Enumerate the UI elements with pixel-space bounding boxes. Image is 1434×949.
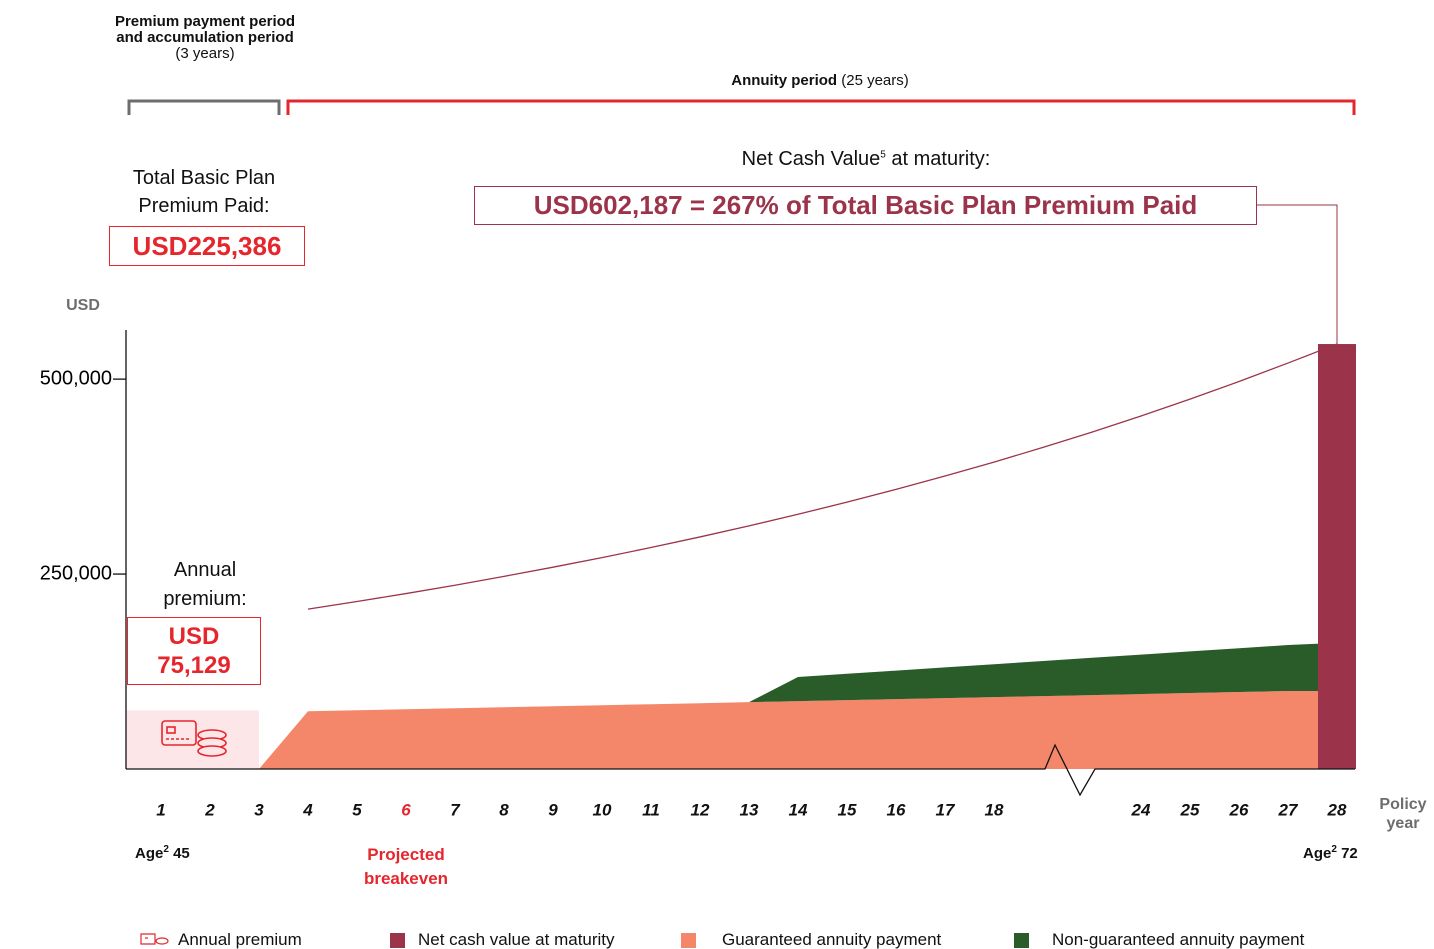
area — [749, 642, 1337, 703]
x-tick-label: 13 — [740, 800, 759, 819]
coin — [197, 745, 227, 757]
annual-premium-currency: USD — [168, 623, 220, 650]
x-tick-label: 12 — [691, 800, 710, 819]
footnote: 2 — [1331, 844, 1337, 855]
period-bold: Premium payment period and accumulation … — [114, 13, 296, 46]
age-label: Age2 45 — [135, 844, 190, 862]
legend-icon — [155, 937, 169, 945]
age-text: Age — [1303, 845, 1332, 862]
x-tick-label: 24 — [1131, 800, 1151, 819]
legend-item: Annual premium — [178, 930, 302, 949]
premium-bar — [126, 710, 186, 769]
x-tick-label: 2 — [204, 800, 215, 819]
age-value: 72 — [1341, 845, 1358, 862]
curve — [307, 343, 1338, 610]
x-tick-label: 18 — [985, 800, 1004, 819]
footnote: 5 — [880, 149, 886, 161]
period-normal: (3 years) — [175, 45, 235, 62]
annual-premium-value: 75,129 — [157, 652, 231, 679]
x-tick-label: 15 — [838, 800, 857, 819]
period-label: Premium payment period and accumulation … — [110, 14, 300, 62]
x-tick-label: 4 — [302, 800, 313, 819]
x-tick-label: 25 — [1180, 800, 1200, 819]
total-premium-value: USD225,386 — [109, 226, 305, 266]
x-tick-label: 8 — [499, 800, 509, 819]
connector — [1256, 204, 1338, 344]
x-tick-label: 16 — [887, 800, 906, 819]
breakeven-label: Projected breakeven — [363, 845, 449, 888]
footnote: 2 — [163, 844, 169, 855]
chip — [166, 726, 176, 734]
area — [259, 691, 1337, 769]
age-label: Age2 72 — [1303, 844, 1358, 862]
age-value: 45 — [173, 845, 190, 862]
ncv-text: Net Cash Value — [741, 148, 881, 170]
card — [161, 720, 197, 746]
x-tick-label: 5 — [352, 800, 362, 819]
x-tick-label: 1 — [156, 800, 165, 819]
x-tick-label: 7 — [450, 800, 461, 819]
x-tick-label: 28 — [1327, 800, 1347, 819]
x-tick-label: 9 — [548, 800, 558, 819]
ncv-value: USD602,187 = 267% of Total Basic Plan Pr… — [474, 186, 1257, 225]
bracket — [127, 99, 281, 115]
legend-item: Non-guaranteed annuity payment — [1052, 930, 1305, 949]
annual-premium-label: Annual premium: — [163, 559, 247, 610]
x-axis-label: Policy year — [1379, 796, 1427, 832]
bracket — [286, 99, 1356, 115]
legend-swatch — [681, 933, 696, 948]
x-tick-label: 6 — [401, 800, 411, 819]
period-bold: Annuity period — [731, 72, 838, 89]
y-tick-label: 250,000 — [40, 562, 112, 584]
legend-swatch — [390, 933, 405, 948]
x-tick-label: 26 — [1229, 800, 1249, 819]
x-tick-label: 3 — [254, 800, 264, 819]
annual-premium-box: USD 75,129 — [127, 617, 261, 685]
legend-icon — [140, 933, 156, 945]
x-tick-label: 10 — [593, 800, 612, 819]
y-tick-label: 500,000 — [40, 367, 112, 389]
x-tick-label: 11 — [642, 800, 660, 819]
ncv-text: at maturity: — [891, 148, 991, 170]
age-text: Age — [135, 845, 164, 862]
maturity-bar — [1318, 344, 1356, 769]
total-premium-label: Total Basic Plan Premium Paid: — [132, 167, 276, 217]
x-tick-label: 14 — [789, 800, 808, 819]
period-normal: (25 years) — [841, 72, 909, 89]
x-tick-label: 17 — [936, 800, 956, 819]
premium-icon — [161, 720, 227, 757]
period-label: Annuity period (25 years) — [560, 72, 1080, 89]
legend-swatch — [1014, 933, 1029, 948]
legend-item: Net cash value at maturity — [418, 930, 615, 949]
ncv-label: Net Cash Value5 at maturity: — [566, 148, 1166, 171]
x-axis — [126, 743, 1355, 797]
legend-item: Guaranteed annuity payment — [722, 930, 942, 949]
x-tick-label: 27 — [1278, 800, 1299, 819]
y-axis-label: USD — [66, 297, 100, 314]
premium-bar — [234, 710, 259, 769]
